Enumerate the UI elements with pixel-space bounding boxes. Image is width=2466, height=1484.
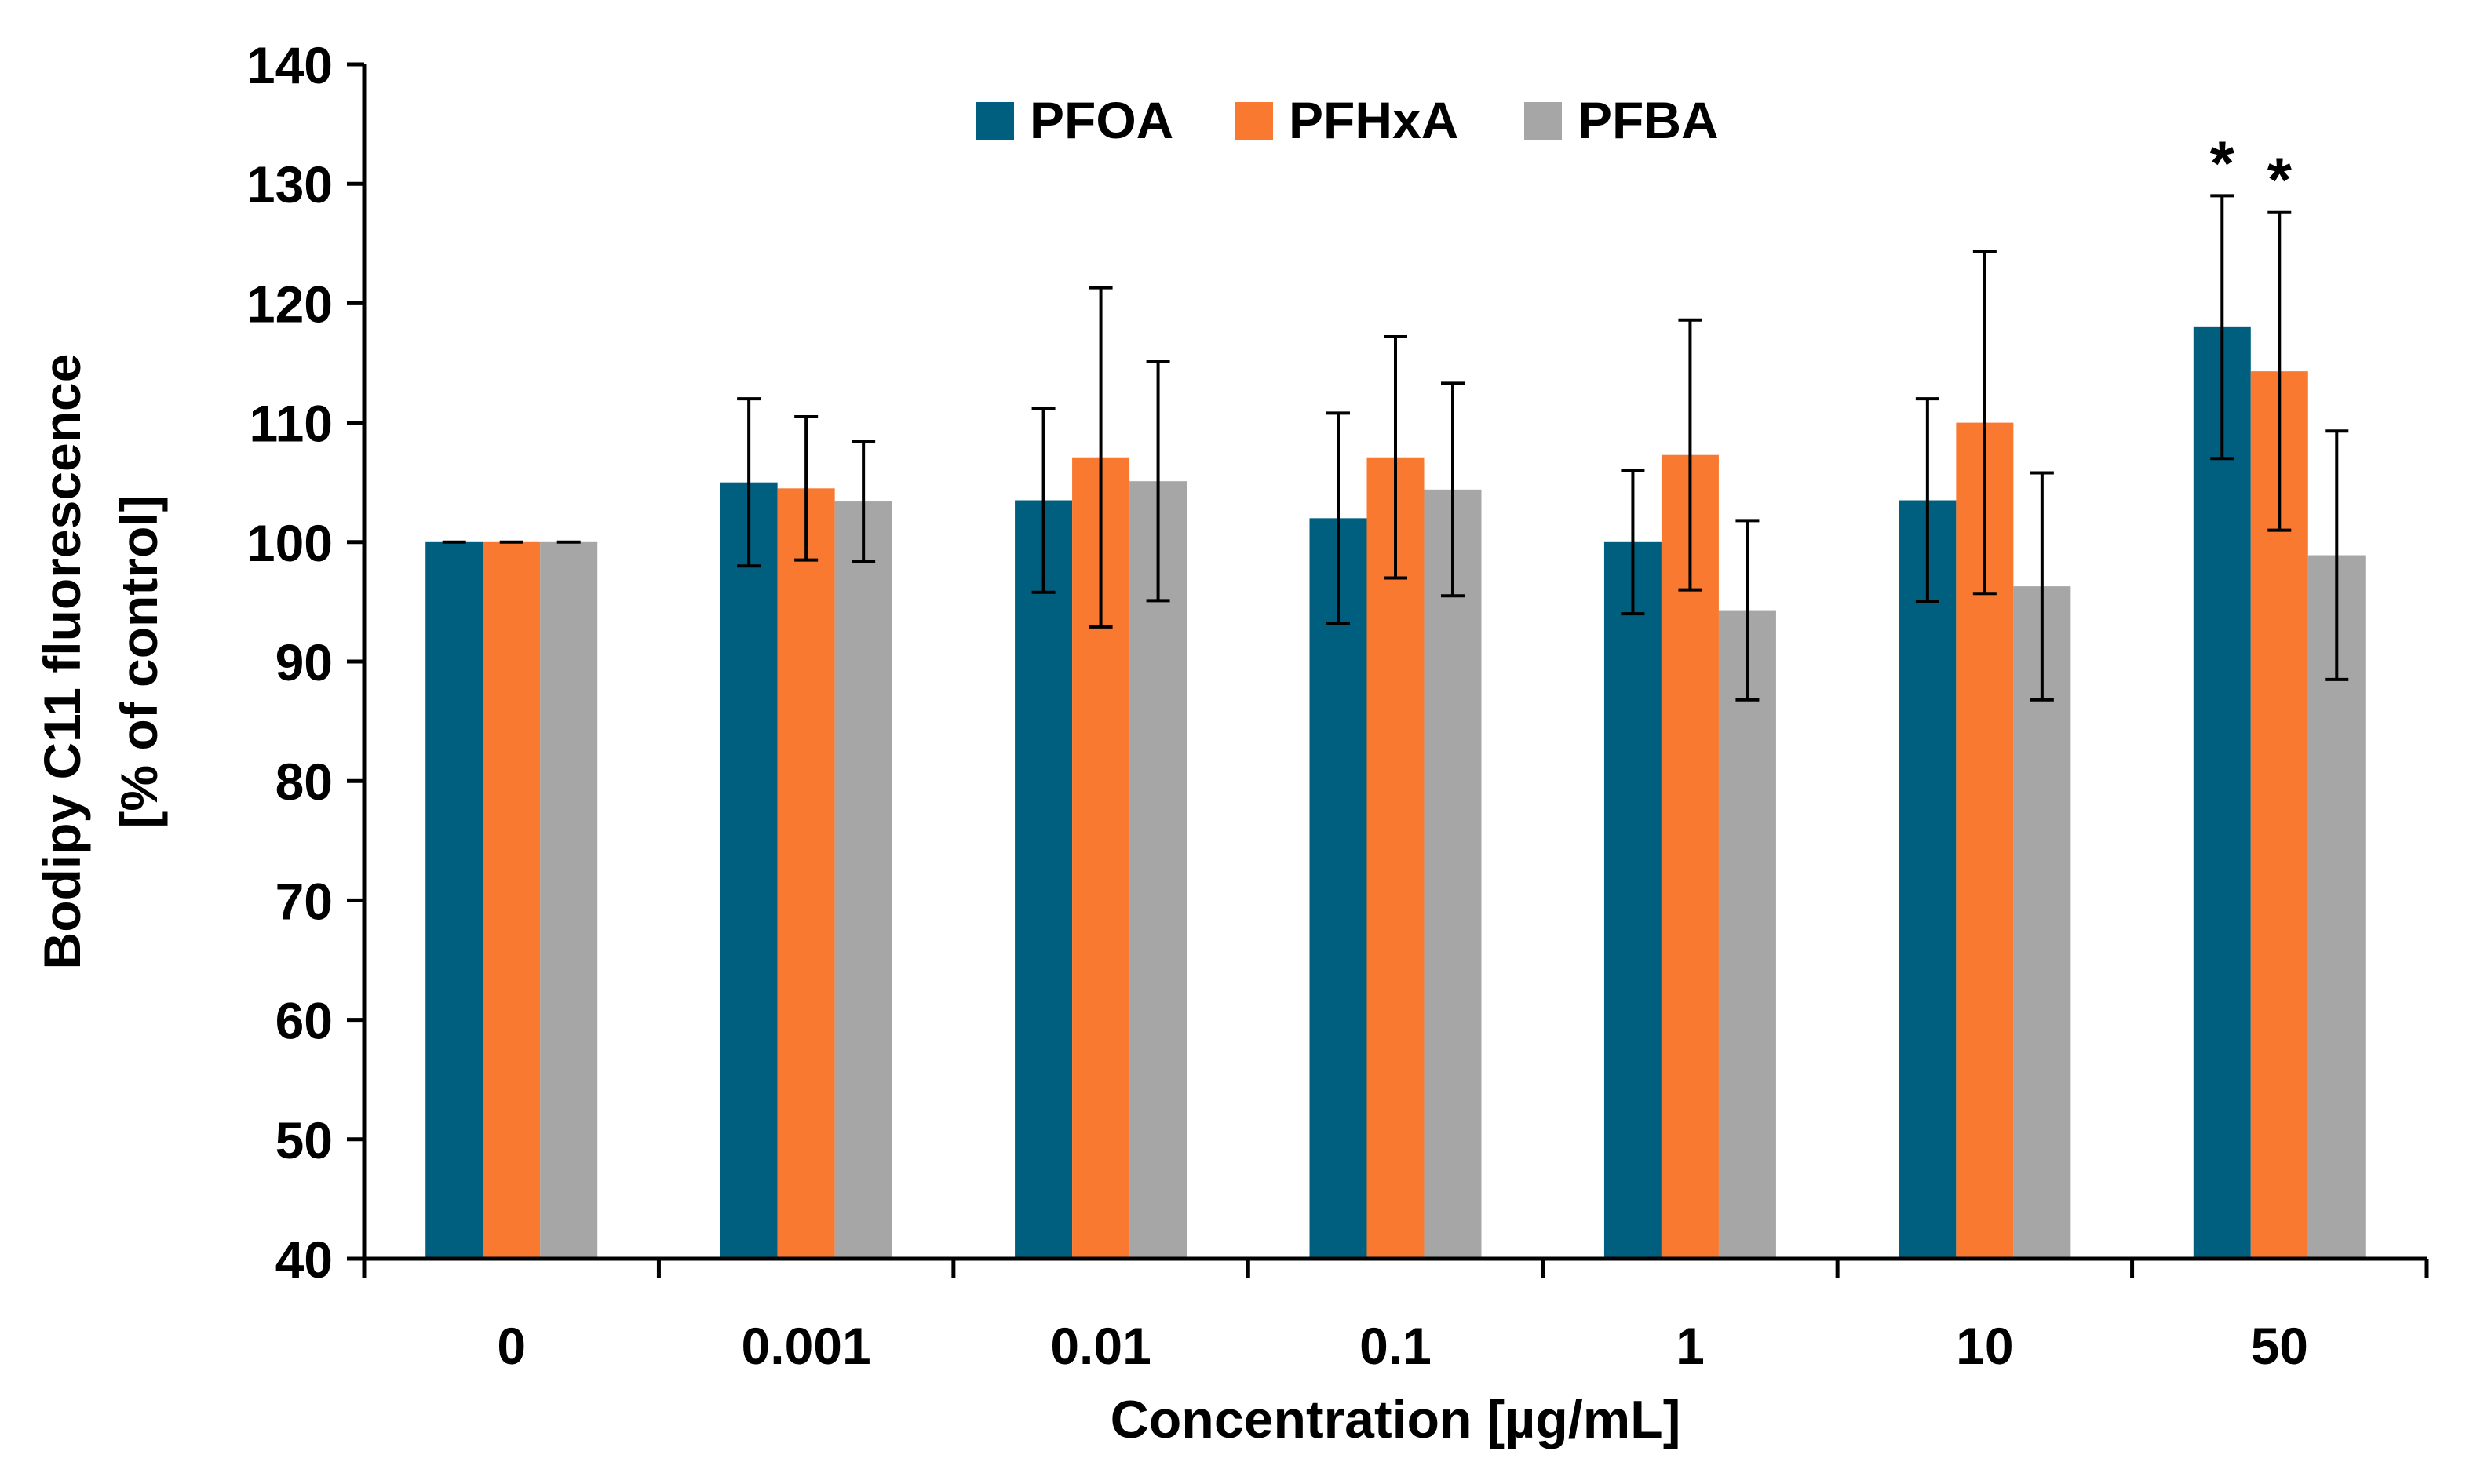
bar-pfba-0: [540, 541, 598, 1259]
significance-asterisk-pfoa: *: [2210, 128, 2235, 198]
bars-layer: [425, 326, 2366, 1260]
bar-pfba-0.01: [1129, 481, 1187, 1259]
y-tick-label-70: 70: [275, 872, 333, 930]
legend-label-pfoa: PFOA: [1030, 91, 1173, 149]
legend-label-pfhxa: PFHxA: [1289, 91, 1458, 149]
x-tick-label-0.1: 0.1: [1359, 1317, 1432, 1375]
y-tick-label-140: 140: [246, 36, 333, 94]
annotations-layer: * *: [2210, 128, 2293, 214]
y-tick-label-110: 110: [250, 395, 333, 453]
x-tick-label-1: 1: [1676, 1317, 1705, 1375]
y-tick-label-120: 120: [246, 275, 333, 333]
y-tick-label-50: 50: [275, 1111, 333, 1169]
bar-pfoa-50: [2193, 326, 2251, 1260]
legend-swatch-pfoa: [976, 102, 1014, 140]
bar-pfoa-0.001: [720, 482, 778, 1259]
x-tick-label-10: 10: [1956, 1317, 2013, 1375]
x-axis-label: Concentration [µg/mL]: [1111, 1390, 1681, 1449]
legend-label-pfba: PFBA: [1578, 91, 1719, 149]
bar-pfoa-10: [1899, 500, 1957, 1259]
x-ticks-layer: 0 0.001 0.01 0.1 1 10 50: [362, 1259, 2429, 1375]
legend-swatch-pfba: [1524, 102, 1562, 140]
bar-pfoa-0.01: [1015, 500, 1073, 1259]
bar-pfhxa-0: [483, 541, 541, 1259]
y-tick-label-130: 130: [246, 155, 333, 213]
bar-pfba-1: [1718, 610, 1776, 1259]
x-tick-label-0.001: 0.001: [742, 1317, 871, 1375]
bar-pfoa-0.1: [1309, 518, 1367, 1259]
y-tick-label-40: 40: [275, 1231, 333, 1289]
y-tick-label-60: 60: [275, 992, 333, 1050]
x-tick-label-0: 0: [497, 1317, 526, 1375]
y-ticks-layer: 40 50 60 70 80 90 100 110 120 130 140: [246, 36, 364, 1289]
bar-pfba-0.1: [1424, 489, 1482, 1259]
y-tick-label-90: 90: [275, 633, 333, 691]
y-tick-label-80: 80: [275, 753, 333, 811]
bar-pfoa-1: [1603, 541, 1662, 1259]
y-axis-label-line1: Bodipy C11 fluorescence: [33, 354, 91, 970]
significance-asterisk-pfhxa: *: [2267, 145, 2293, 215]
bar-pfhxa-0.1: [1366, 457, 1425, 1259]
legend: PFOA PFHxA PFBA: [976, 91, 1719, 149]
y-tick-label-100: 100: [246, 514, 333, 572]
legend-swatch-pfhxa: [1235, 102, 1273, 140]
bar-pfba-0.001: [834, 501, 892, 1259]
x-tick-label-0.01: 0.01: [1050, 1317, 1151, 1375]
bar-pfhxa-0.001: [777, 488, 835, 1259]
x-tick-label-50: 50: [2251, 1317, 2308, 1375]
error-bars-layer: [442, 194, 2349, 702]
bar-pfoa-0: [425, 541, 483, 1259]
y-axis-label-line2: [% of control]: [110, 494, 168, 828]
